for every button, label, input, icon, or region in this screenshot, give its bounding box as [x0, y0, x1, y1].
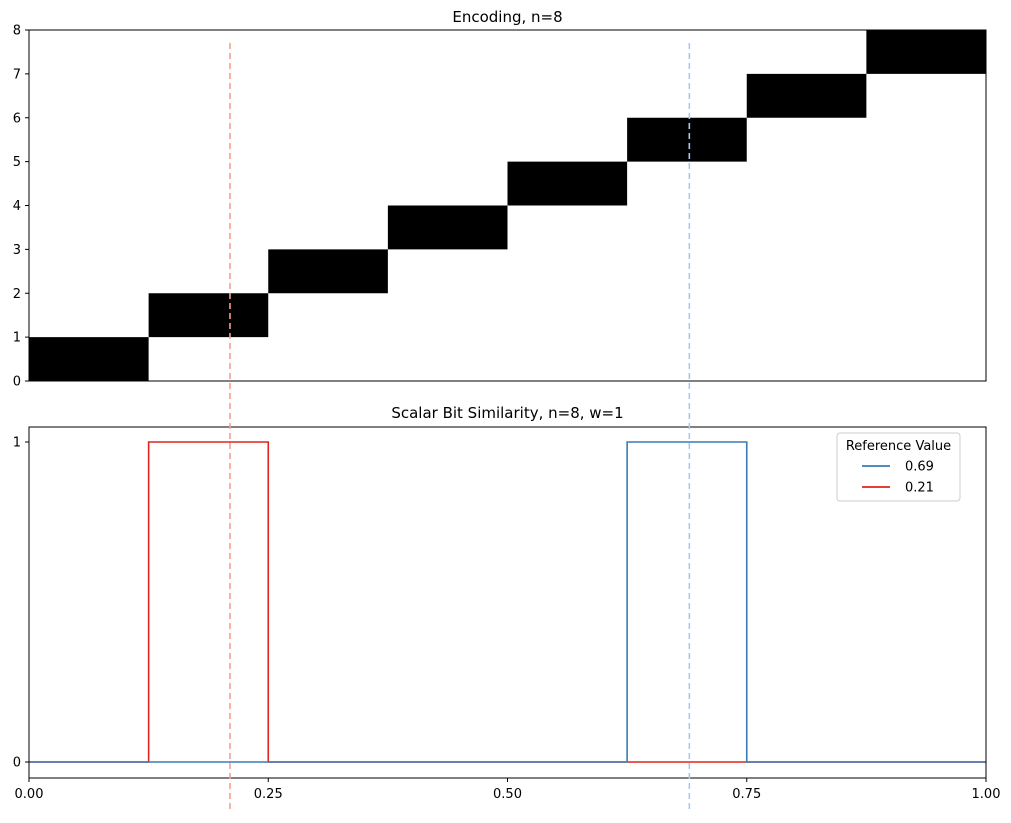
- y-tick-label: 5: [13, 155, 21, 170]
- y-tick-label: 2: [13, 287, 21, 302]
- encoding-cells: [29, 30, 986, 381]
- x-tick-label: 1.00: [972, 787, 1001, 802]
- similarity-x-ticks: 0.00 0.25 0.50 0.75 1.00: [15, 778, 1001, 802]
- encoding-cell: [29, 337, 149, 381]
- encoding-cell: [268, 249, 388, 294]
- encoding-title: Encoding, n=8: [452, 8, 562, 26]
- y-tick-label: 0: [13, 756, 21, 771]
- x-tick-label: 0.25: [254, 787, 283, 802]
- y-tick-label: 7: [13, 67, 21, 82]
- similarity-series: [29, 441, 986, 763]
- y-tick-label: 1: [13, 331, 21, 346]
- encoding-cell: [866, 30, 986, 74]
- reference-lines: [229, 43, 691, 812]
- y-tick-label: 3: [13, 243, 21, 258]
- legend-items: 0.69 0.21: [862, 460, 934, 496]
- y-tick-label: 8: [13, 24, 21, 39]
- encoding-y-ticks: 0 1 2 3 4 5 6 7 8: [13, 24, 29, 390]
- similarity-panel: Scalar Bit Similarity, n=8, w=1 01 0.00 0…: [13, 404, 1001, 802]
- similarity-title: Scalar Bit Similarity, n=8, w=1: [391, 404, 623, 422]
- y-tick-label: 1: [13, 436, 21, 451]
- x-tick-label: 0.50: [493, 787, 522, 802]
- legend-label: 0.69: [905, 460, 934, 475]
- x-tick-label: 0.75: [732, 787, 761, 802]
- legend-title: Reference Value: [846, 439, 951, 454]
- legend-box: [836, 432, 961, 502]
- y-tick-label: 0: [13, 375, 21, 390]
- encoding-cell: [387, 205, 508, 250]
- y-tick-label: 6: [13, 111, 21, 126]
- encoding-cell: [148, 293, 269, 338]
- encoding-cell: [507, 161, 628, 206]
- encoding-cell: [627, 117, 747, 162]
- y-tick-label: 4: [13, 199, 21, 214]
- encoding-axes-frame: [28, 29, 987, 382]
- encoding-panel: Encoding, n=8 0 1 2 3 4 5 6 7 8: [13, 8, 987, 390]
- similarity-y-ticks: 01: [13, 436, 29, 771]
- encoding-cell: [746, 73, 867, 118]
- x-tick-label: 0.00: [15, 787, 44, 802]
- series-line-0-69: [29, 441, 986, 763]
- legend-label: 0.21: [905, 481, 934, 496]
- legend: Reference Value 0.69 0.21: [836, 432, 961, 502]
